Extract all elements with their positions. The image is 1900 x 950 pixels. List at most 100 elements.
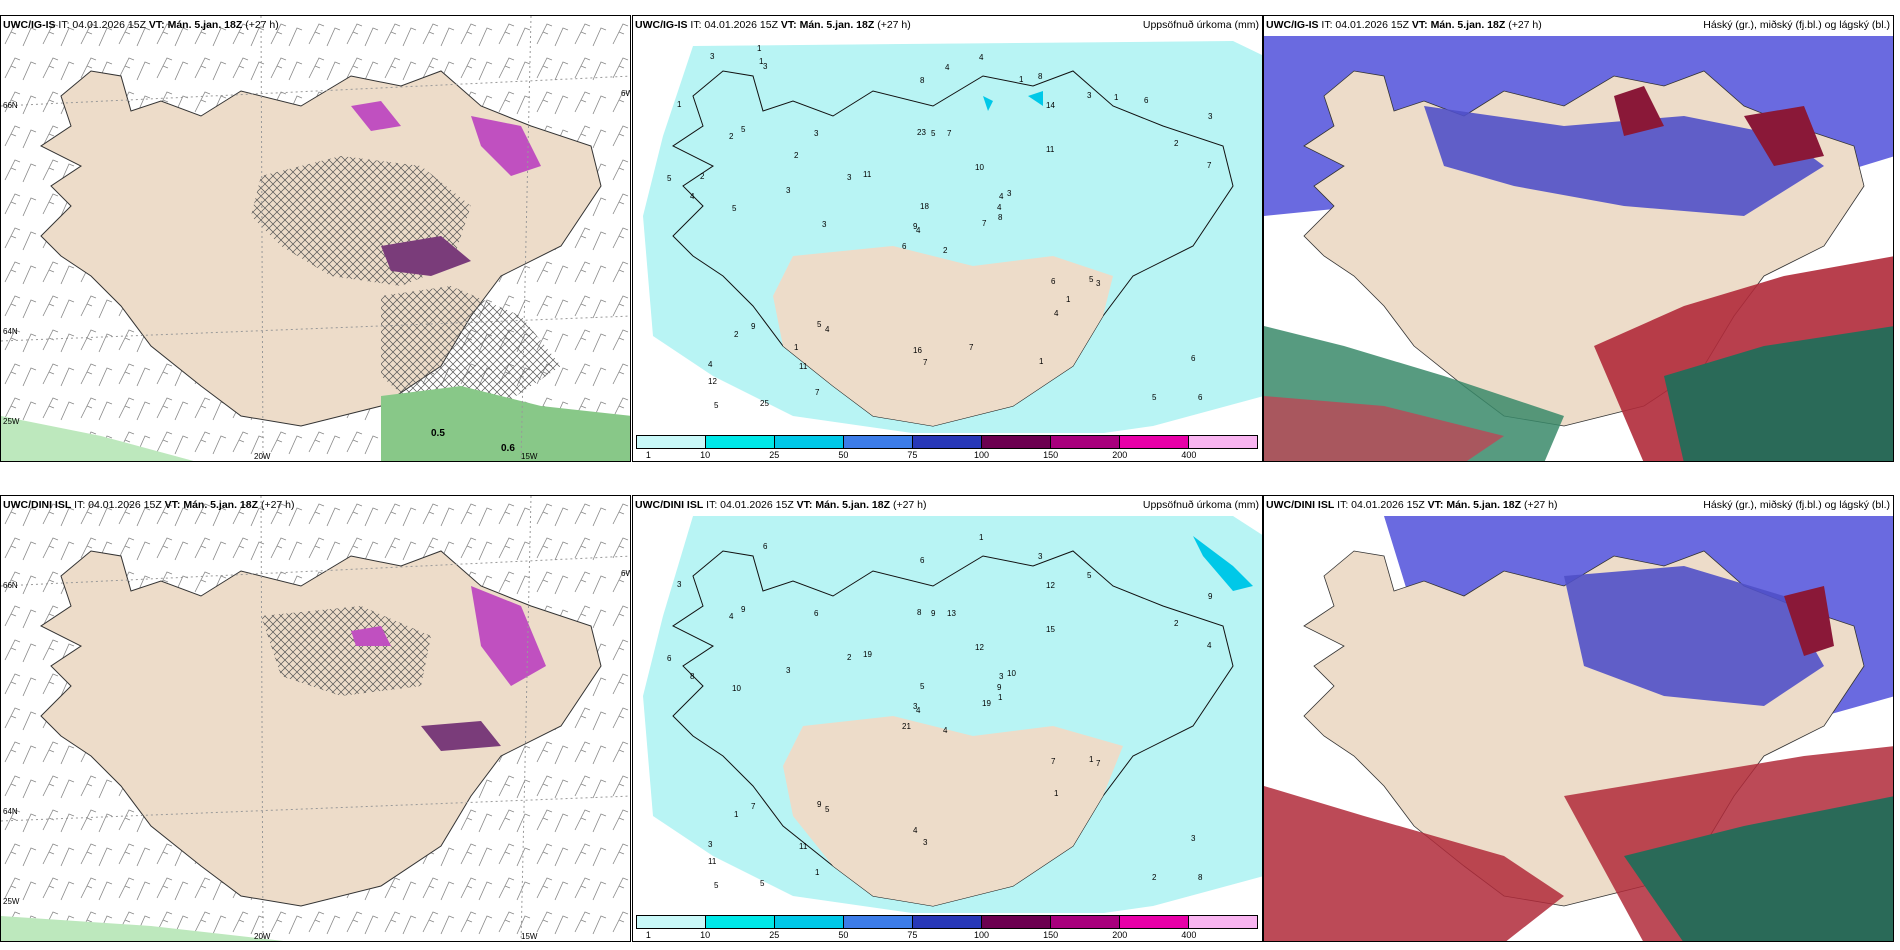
precip-value: 2	[729, 132, 734, 141]
wind-map: 66N 64N 25W 20W 15W 6W	[1, 496, 630, 941]
legend-tick-label: 400	[1181, 930, 1197, 940]
precip-value: 12	[708, 377, 717, 386]
legend-color-swatch	[637, 436, 706, 448]
precip-value: 7	[815, 388, 820, 397]
precip-value: 5	[667, 174, 672, 183]
lead-time: (+27 h)	[1508, 19, 1542, 31]
legend-tick-label: 25	[769, 930, 780, 940]
precip-value: 4	[945, 63, 950, 72]
precip-value: 3	[710, 52, 715, 61]
precip-value: 4	[825, 325, 830, 334]
precip-value: 11	[799, 842, 808, 851]
legend-color-swatch	[982, 916, 1051, 928]
valid-time: VT: Mán. 5.jan. 18Z	[796, 499, 891, 511]
valid-time: VT: Mán. 5.jan. 18Z	[1427, 499, 1522, 511]
precip-value: 8	[998, 213, 1003, 222]
precip-value: 3	[1007, 189, 1012, 198]
panel-wind-igis: 66N 64N 25W 20W 15W 6W 0.5 0.6 UWC/IG-IS…	[0, 15, 631, 462]
valid-time: VT: Mán. 5.jan. 18Z	[148, 19, 243, 31]
precip-value: 21	[902, 722, 911, 731]
precip-value: 7	[982, 219, 987, 228]
precip-value: 3	[822, 220, 827, 229]
legend-color-swatch	[913, 436, 982, 448]
precip-value: 16	[913, 346, 922, 355]
legend-tick-label: 1	[645, 450, 651, 460]
precip-value: 4	[708, 360, 713, 369]
precip-value: 2	[794, 151, 799, 160]
legend-ticks: 1 10 25 50 75 100 150 200 400	[636, 450, 1258, 461]
legend-color-swatch	[1189, 916, 1257, 928]
precip-value: 1	[1019, 75, 1024, 84]
legend-tick-label: 200	[1112, 930, 1128, 940]
precip-value: 5	[741, 125, 746, 134]
precip-value: 7	[751, 802, 756, 811]
precip-value: 1	[815, 868, 820, 877]
precip-value: 6	[1191, 354, 1196, 363]
precip-value: 1	[1114, 93, 1119, 102]
precip-value: 5	[1087, 571, 1092, 580]
model-name: UWC/DINI ISL	[635, 499, 704, 511]
lat-66-label: 66N	[3, 101, 18, 110]
lon-20-label: 20W	[254, 932, 271, 941]
precip-value: 1	[794, 343, 799, 352]
precip-value: 18	[920, 202, 929, 211]
lead-time: (+27 h)	[877, 19, 911, 31]
precip-value: 1	[1066, 295, 1071, 304]
precip-value: 9	[997, 683, 1002, 692]
precip-value: 4	[913, 826, 918, 835]
precip-value: 1	[759, 57, 764, 66]
precip-value: 6	[667, 654, 672, 663]
iceland-land	[40, 550, 602, 907]
precip-value: 8	[690, 672, 695, 681]
precip-value: 4	[1207, 641, 1212, 650]
panel-title: Háský (gr.), miðský (fj.bl.) og lágský (…	[1703, 499, 1890, 511]
init-time: IT: 04.01.2026 15Z	[74, 499, 162, 511]
legend-tick-label: 200	[1112, 450, 1128, 460]
cloud-map	[1264, 16, 1893, 461]
precip-value: 4	[729, 612, 734, 621]
precip-value: 9	[741, 605, 746, 614]
wind-value: 0.6	[501, 443, 515, 454]
precip-value: 7	[923, 358, 928, 367]
panel-wind-dini: 66N 64N 25W 20W 15W 6W UWC/DINI ISL IT: …	[0, 495, 631, 942]
model-name: UWC/IG-IS	[1266, 19, 1319, 31]
precip-value: 15	[1046, 625, 1055, 634]
legend-color-swatch	[706, 916, 775, 928]
precip-value: 7	[947, 129, 952, 138]
precip-value: 19	[863, 650, 872, 659]
precip-value: 6	[1051, 277, 1056, 286]
precip-value: 3	[708, 840, 713, 849]
precip-value: 8	[1198, 873, 1203, 882]
precip-value: 14	[1046, 101, 1055, 110]
legend-tick-label: 50	[838, 930, 849, 940]
model-name: UWC/DINI ISL	[1266, 499, 1335, 511]
lead-time: (+27 h)	[245, 19, 279, 31]
legend-tick-label: 1	[645, 930, 651, 940]
legend-colorbar	[636, 435, 1258, 449]
precip-value: 9	[1208, 592, 1213, 601]
precip-value: 2	[1174, 619, 1179, 628]
precip-value: 7	[969, 343, 974, 352]
lon-25-label: 25W	[3, 417, 20, 426]
precip-value: 1	[1039, 357, 1044, 366]
precip-value: 12	[975, 643, 984, 652]
panel-precip-igis: 2 2 4 4 4 4 8 7 14 7 3 6 5 3 6 11 25 23 10 9 11 12 11 5 3 3 5 8 4 6 7 9…	[632, 15, 1263, 462]
panel-header: UWC/IG-IS IT: 04.01.2026 15Z VT: Mán. 5.…	[635, 19, 911, 31]
legend-tick-label: 150	[1043, 930, 1059, 940]
legend-color-swatch	[637, 916, 706, 928]
precip-value: 9	[913, 222, 918, 231]
precip-value: 2	[1174, 139, 1179, 148]
lon-25-label: 25W	[3, 897, 20, 906]
panel-cloud-dini: UWC/DINI ISL IT: 04.01.2026 15Z VT: Mán.…	[1263, 495, 1894, 942]
precip-value: 7	[1051, 757, 1056, 766]
precip-legend: 1 10 25 50 75 100 150 200 400	[633, 913, 1262, 941]
precip-value: 13	[947, 609, 956, 618]
precip-values: 4443353131219681092115581271911119107968…	[667, 533, 1213, 890]
precip-value: 9	[751, 322, 756, 331]
precip-value: 6	[1144, 96, 1149, 105]
precip-value: 1	[677, 100, 682, 109]
wind-value: 0.5	[431, 428, 445, 439]
legend-tick-label: 100	[974, 450, 990, 460]
precip-value: 3	[913, 702, 918, 711]
precip-value: 2	[1152, 873, 1157, 882]
